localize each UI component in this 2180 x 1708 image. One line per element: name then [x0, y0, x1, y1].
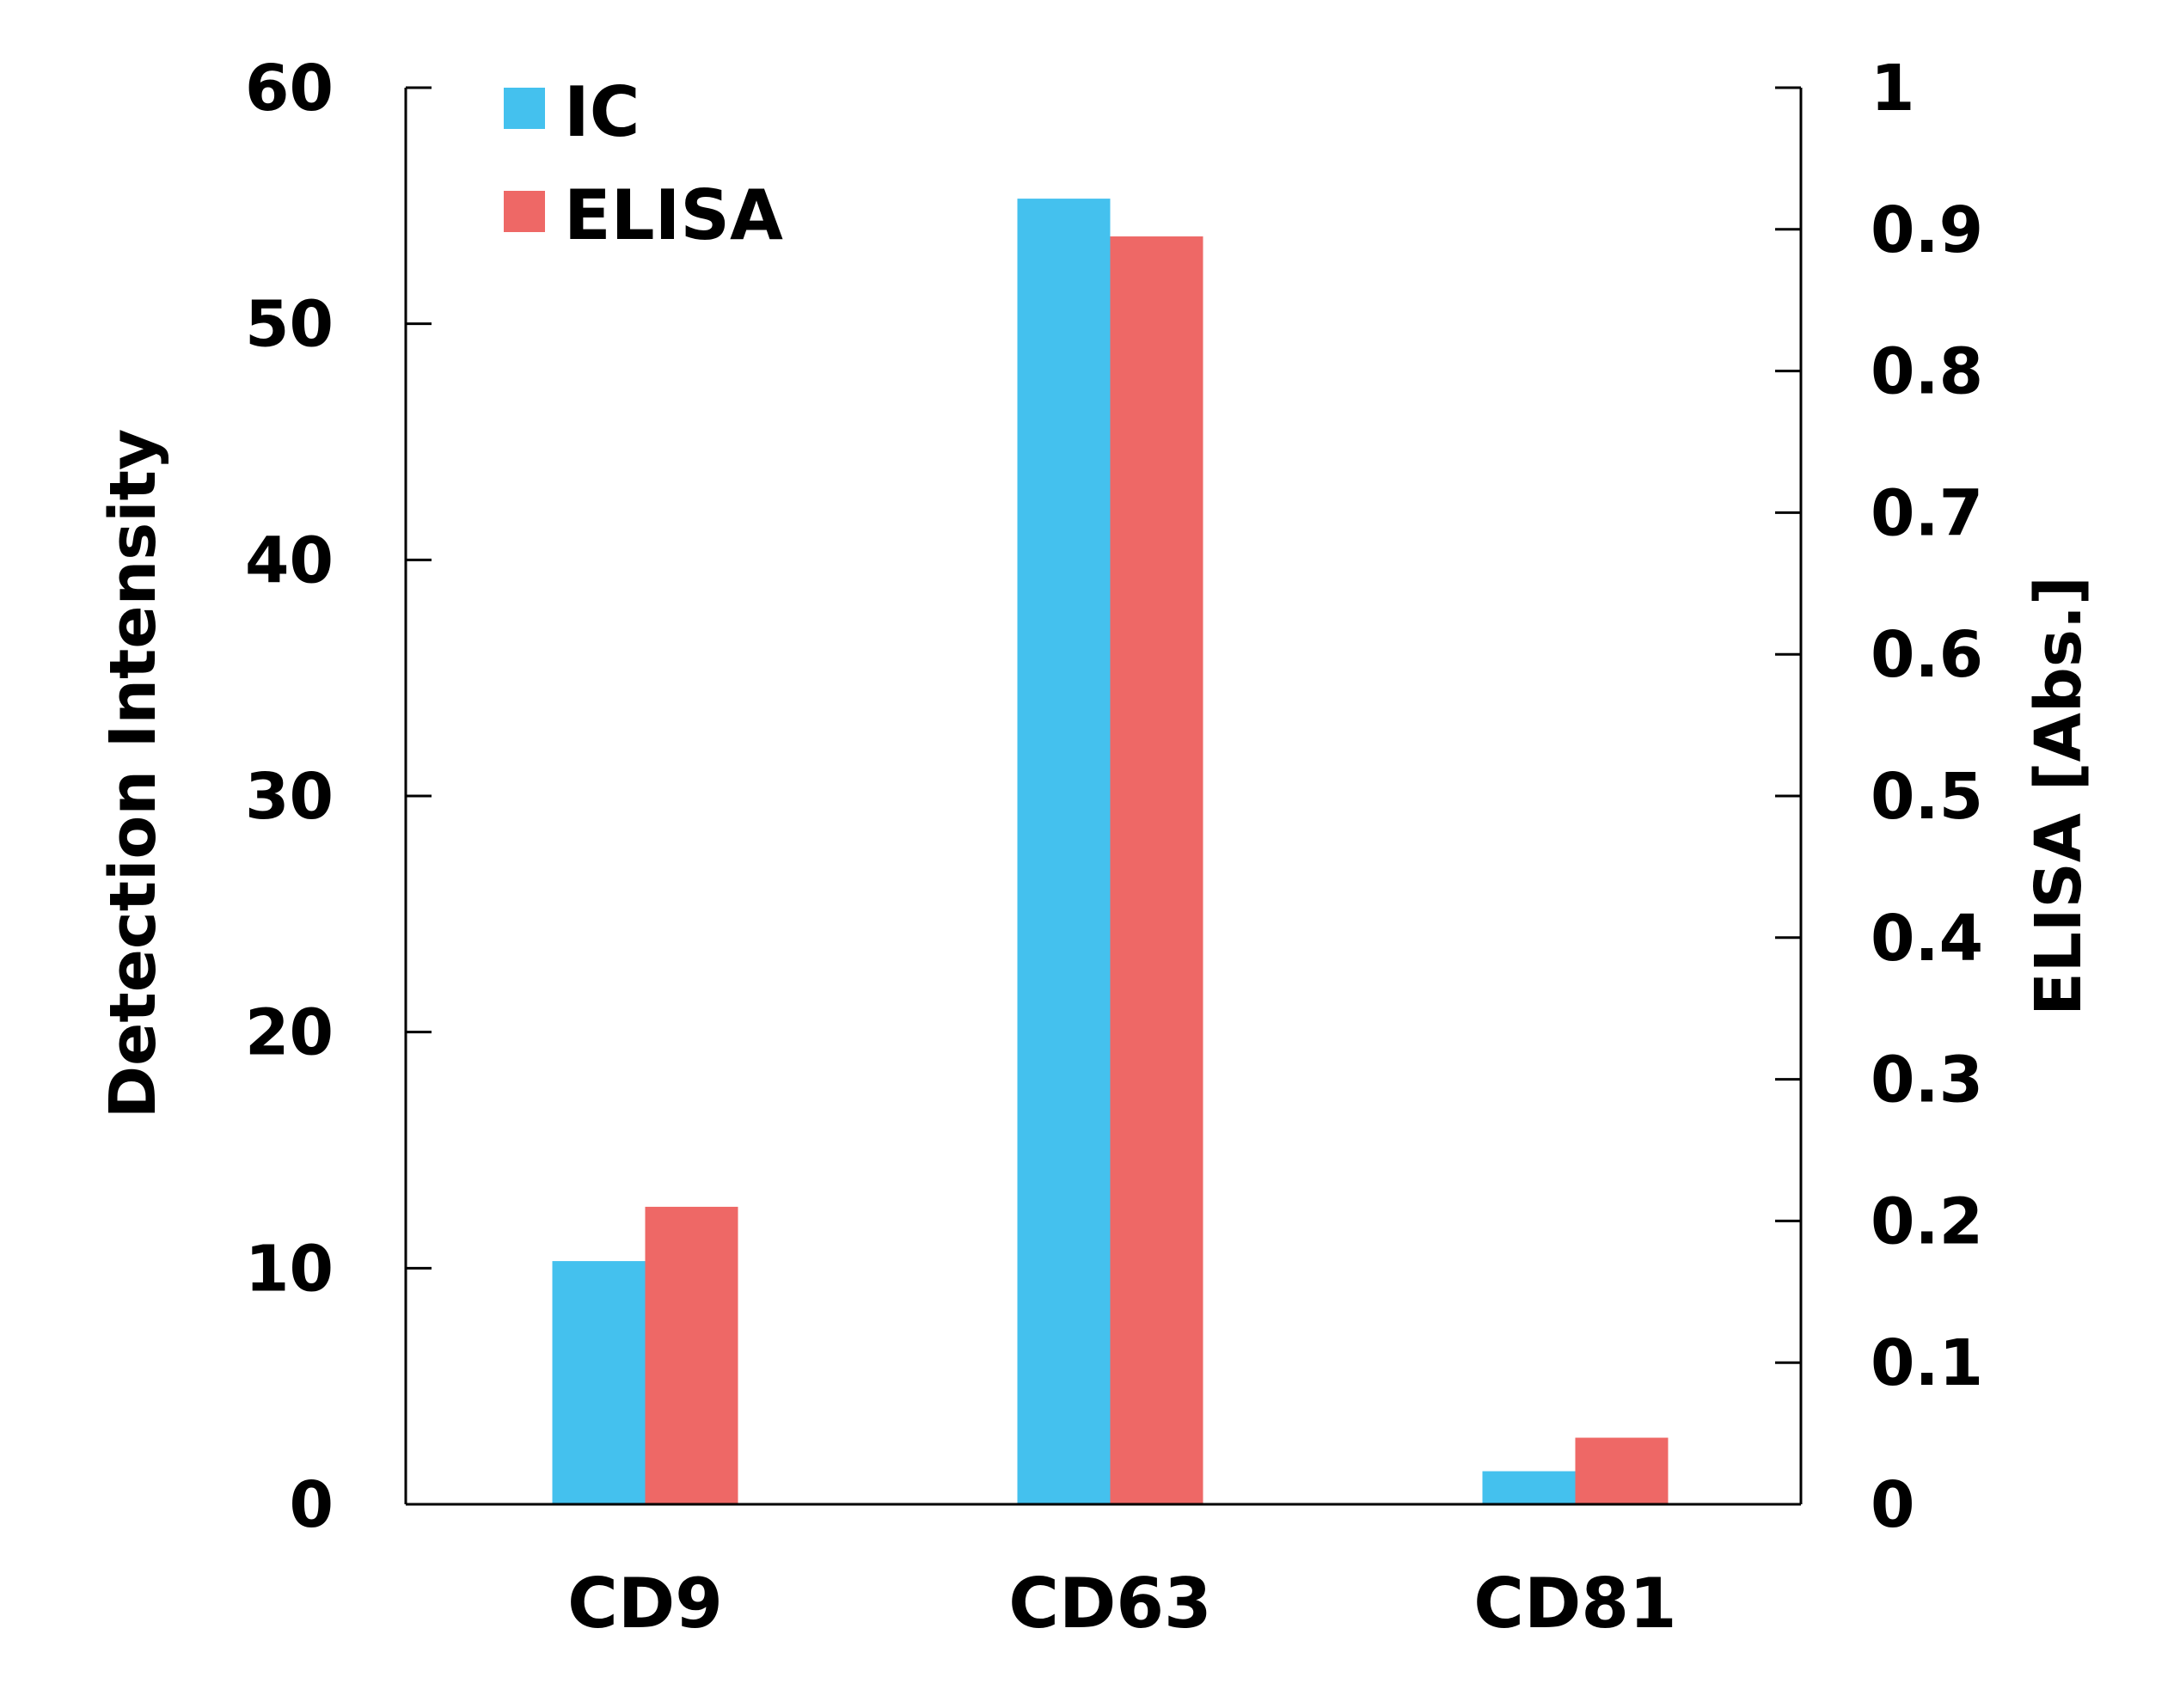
bar-ic-cd63 — [1017, 199, 1111, 1504]
right-y-tick-label: 0.4 — [1871, 902, 1983, 976]
right-y-ticks: 0 0.1 0.2 0.3 0.4 0.5 0.6 0.7 0.8 0.9 1 — [1775, 52, 1983, 1542]
left-y-tick-label: 0 — [290, 1468, 334, 1542]
right-y-tick-label: 0.2 — [1871, 1185, 1983, 1258]
bars-group — [552, 199, 1669, 1504]
right-y-tick-label: 0.5 — [1871, 760, 1983, 834]
legend-label-ic: IC — [564, 72, 640, 152]
bar-elisa-cd81 — [1575, 1437, 1669, 1504]
bar-ic-cd81 — [1482, 1471, 1576, 1504]
right-y-tick-label: 0 — [1871, 1468, 1915, 1542]
right-y-tick-label: 1 — [1871, 52, 1915, 125]
legend-label-elisa: ELISA — [564, 175, 783, 255]
x-category-label: CD9 — [567, 1564, 723, 1644]
left-y-ticks: 0 10 20 30 40 50 60 — [245, 52, 432, 1542]
right-y-tick-label: 0.8 — [1871, 335, 1983, 409]
right-y-tick-label: 0.3 — [1871, 1044, 1983, 1117]
bar-ic-cd9 — [552, 1261, 646, 1504]
right-y-tick-label: 0.6 — [1871, 618, 1983, 692]
left-y-tick-label: 10 — [245, 1232, 334, 1306]
left-y-tick-label: 50 — [245, 288, 334, 362]
bar-elisa-cd63 — [1110, 236, 1203, 1504]
legend: IC ELISA — [504, 72, 783, 255]
left-y-tick-label: 40 — [245, 523, 334, 597]
right-y-tick-label: 0.7 — [1871, 476, 1983, 550]
x-category-labels: CD9 CD63 CD81 — [567, 1564, 1677, 1644]
left-y-axis-title: Detection Intensity — [96, 429, 170, 1119]
right-y-tick-label: 0.1 — [1871, 1326, 1983, 1400]
right-y-axis-title: ELISA [Abs.] — [2022, 576, 2096, 1016]
legend-swatch-ic — [504, 88, 545, 129]
left-y-tick-label: 60 — [245, 52, 334, 125]
x-category-label: CD81 — [1473, 1564, 1676, 1644]
left-y-tick-label: 30 — [245, 760, 334, 834]
bar-elisa-cd9 — [645, 1206, 738, 1504]
x-category-label: CD63 — [1008, 1564, 1211, 1644]
legend-swatch-elisa — [504, 191, 545, 232]
left-y-tick-label: 20 — [245, 996, 334, 1070]
right-y-tick-label: 0.9 — [1871, 193, 1983, 267]
